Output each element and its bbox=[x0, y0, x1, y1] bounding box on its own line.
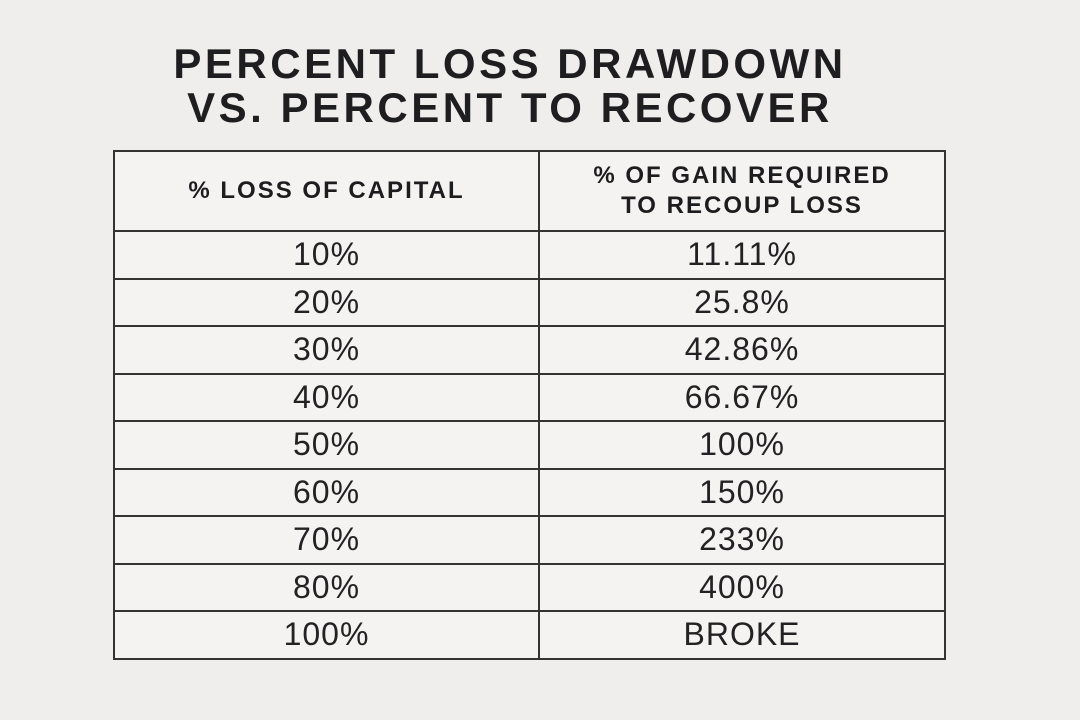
loss-cell: 50% bbox=[113, 420, 540, 470]
table-row: 80% 400% bbox=[113, 562, 946, 612]
table-row: 60% 150% bbox=[113, 467, 946, 517]
header-row: % LOSS OF CAPITAL % OF GAIN REQUIRED TO … bbox=[113, 150, 946, 232]
loss-cell: 40% bbox=[113, 372, 540, 422]
gain-cell: 150% bbox=[538, 467, 946, 517]
table-row: 30% 42.86% bbox=[113, 325, 946, 375]
gain-cell: 100% bbox=[538, 420, 946, 470]
loss-cell: 70% bbox=[113, 515, 540, 565]
table-row: 50% 100% bbox=[113, 420, 946, 470]
loss-cell: 20% bbox=[113, 277, 540, 327]
gain-cell: 233% bbox=[538, 515, 946, 565]
gain-cell: 42.86% bbox=[538, 325, 946, 375]
gain-cell: 11.11% bbox=[538, 230, 946, 280]
table-row: 100% BROKE bbox=[113, 610, 946, 660]
gain-cell: BROKE bbox=[538, 610, 946, 660]
column-header-gain-line2: TO RECOUP LOSS bbox=[621, 192, 863, 219]
page-title: PERCENT LOSS DRAWDOWN VS. PERCENT TO REC… bbox=[0, 42, 1020, 130]
gain-cell: 66.67% bbox=[538, 372, 946, 422]
column-header-gain-line1: % OF GAIN REQUIRED bbox=[593, 162, 891, 189]
loss-cell: 100% bbox=[113, 610, 540, 660]
gain-cell: 25.8% bbox=[538, 277, 946, 327]
gain-cell: 400% bbox=[538, 562, 946, 612]
loss-cell: 60% bbox=[113, 467, 540, 517]
loss-cell: 30% bbox=[113, 325, 540, 375]
table-row: 70% 233% bbox=[113, 515, 946, 565]
table-row: 40% 66.67% bbox=[113, 372, 946, 422]
page-title-line1: PERCENT LOSS DRAWDOWN bbox=[173, 40, 847, 87]
column-header-gain-required: % OF GAIN REQUIRED TO RECOUP LOSS bbox=[538, 150, 946, 232]
page-title-line2: VS. PERCENT TO RECOVER bbox=[187, 84, 833, 131]
table-row: 10% 11.11% bbox=[113, 230, 946, 280]
loss-cell: 10% bbox=[113, 230, 540, 280]
table-row: 20% 25.8% bbox=[113, 277, 946, 327]
drawdown-recovery-table: % LOSS OF CAPITAL % OF GAIN REQUIRED TO … bbox=[113, 150, 946, 660]
column-header-loss-of-capital: % LOSS OF CAPITAL bbox=[113, 150, 540, 232]
loss-cell: 80% bbox=[113, 562, 540, 612]
